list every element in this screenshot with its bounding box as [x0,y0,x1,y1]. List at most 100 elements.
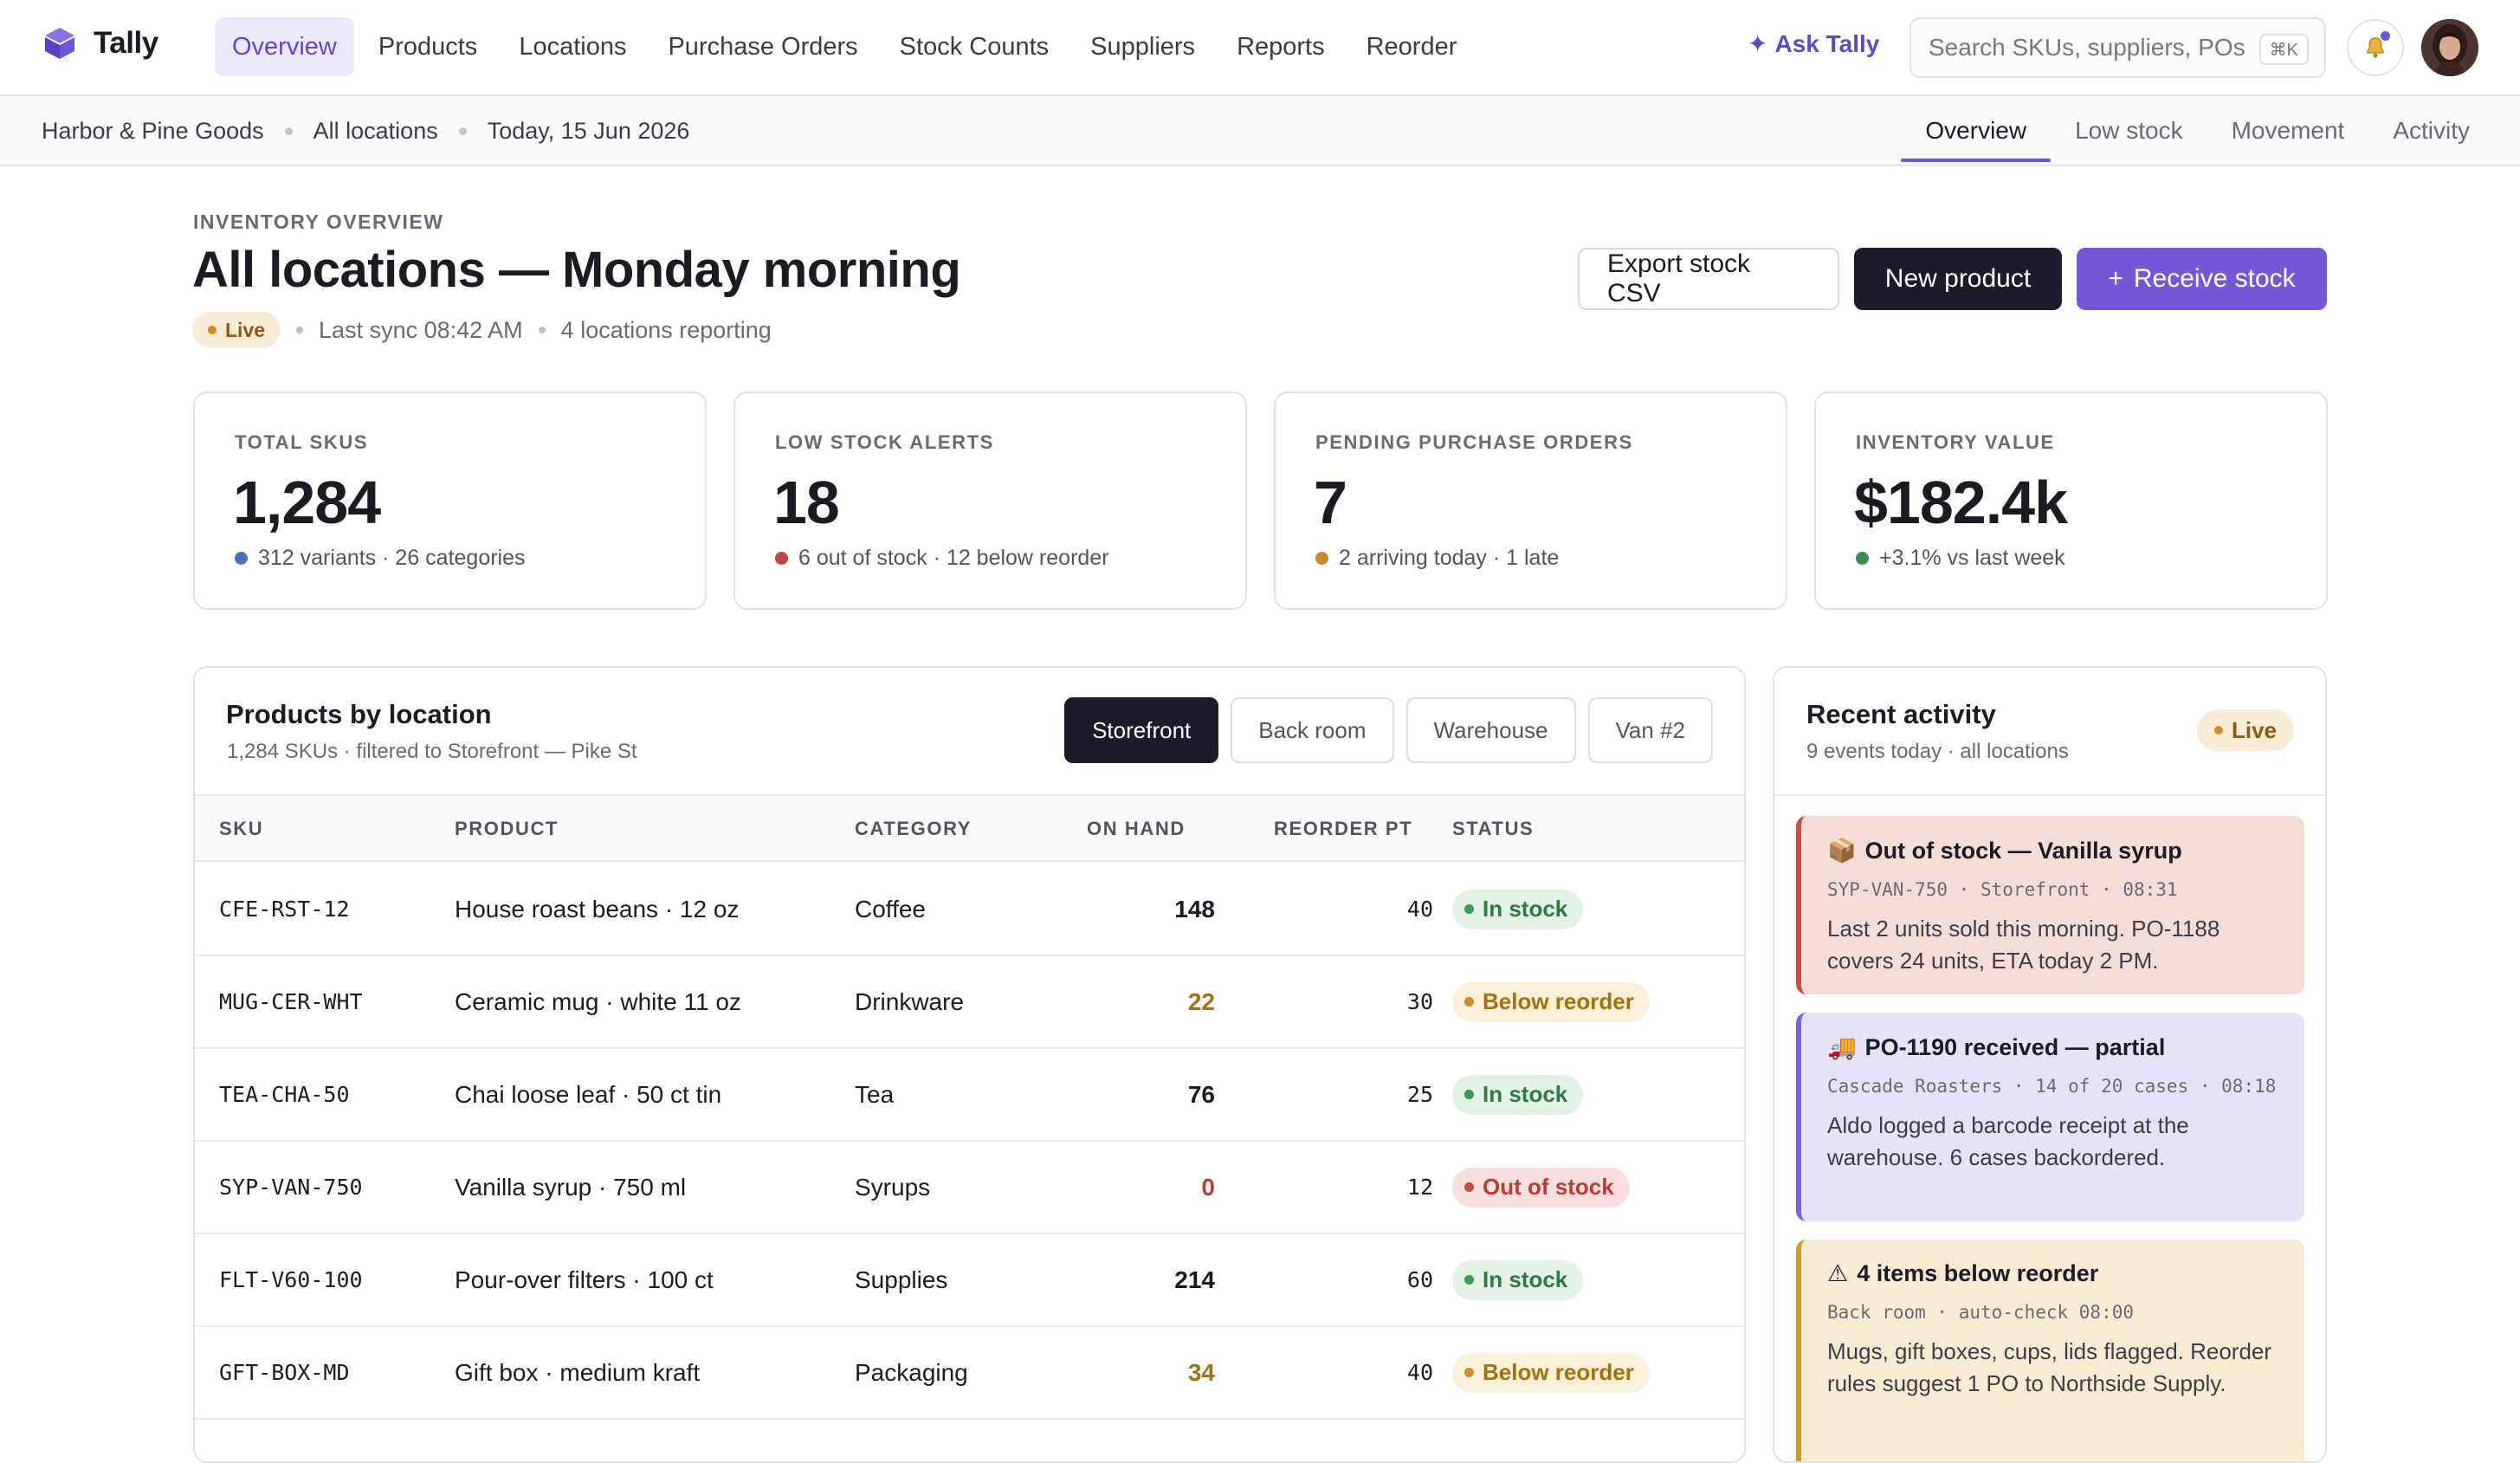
reorder-point-cell: 60 [1406,1267,1433,1292]
tab-overview[interactable]: Overview [1901,96,2051,165]
product-name-cell[interactable]: Ceramic mug · white 11 oz [455,987,741,1015]
last-sync-text: Last sync 08:42 AM [319,316,523,343]
search-shortcut-hint: ⌘K [2258,34,2309,65]
main-nav: Overview Products Locations Purchase Ord… [215,17,1474,76]
kpi-card-inventory-value[interactable]: INVENTORY VALUE $182.4k +3.1% vs last we… [1814,392,2328,610]
location-tab-storefront[interactable]: Storefront [1064,697,1219,763]
nav-stock-counts[interactable]: Stock Counts [899,32,1050,61]
page-meta: Live Last sync 08:42 AM 4 locations repo… [192,312,772,348]
user-avatar[interactable] [2421,19,2478,76]
location-tab-van-2[interactable]: Van #2 [1587,697,1713,763]
new-product-button[interactable]: New product [1854,248,2062,310]
kpi-status-dot [1315,552,1328,565]
activity-event[interactable]: 📦 Out of stock — Vanilla syrup SYP-VAN-7… [1796,816,2304,994]
location-tab-warehouse[interactable]: Warehouse [1405,697,1576,763]
category-cell: Syrups [855,1173,931,1201]
status-cell: Below reorder [1452,1327,1650,1418]
notifications-button[interactable] [2347,19,2404,76]
activity-subtitle: 9 events today · all locations [1806,740,2069,763]
status-cell: In stock [1452,864,1584,955]
table-row[interactable]: FLT-V60-100 Pour-over filters · 100 ct Sup… [195,1234,1744,1327]
ask-tally-button[interactable]: ✦ Ask Tally [1748,29,1879,58]
breadcrumb-separator [284,126,293,135]
table-row[interactable]: CFE-RST-12 House roast beans · 12 oz Coffe… [195,864,1744,956]
plus-icon: + [2108,264,2123,293]
sku-cell: FLT-V60-100 [219,1267,363,1292]
product-name-cell[interactable]: Chai loose leaf · 50 ct tin [455,1080,722,1108]
meta-separator [538,327,546,333]
sku-cell: SYP-VAN-750 [219,1175,363,1200]
event-meta: Back room · auto-check 08:00 [1827,1302,2135,1323]
live-label: Live [225,318,266,341]
status-badge: In stock [1452,1074,1584,1115]
event-title: 📦 Out of stock — Vanilla syrup [1827,837,2278,864]
event-body: Last 2 units sold this morning. PO-1188 … [1827,916,2220,974]
table-row[interactable] [195,1420,1744,1461]
table-row[interactable]: SYP-VAN-750 Vanilla syrup · 750 ml Syrups 0… [195,1142,1744,1234]
breadcrumb: Harbor & Pine Goods All locations Today,… [42,96,689,165]
sku-cell: CFE-RST-12 [219,897,350,922]
kpi-status-dot [235,552,248,565]
activity-event[interactable]: 🚚 PO-1190 received — partial Cascade Roa… [1796,1013,2304,1221]
table-row[interactable]: TEA-CHA-50 Chai loose leaf · 50 ct tin Tea… [195,1049,1744,1142]
recent-activity-panel: Recent activity 9 events today · all loc… [1773,666,2327,1463]
nav-overview[interactable]: Overview [215,17,354,76]
export-stock-csv-button[interactable]: Export stock CSV [1578,248,1839,310]
tab-movement[interactable]: Movement [2231,117,2345,144]
nav-locations[interactable]: Locations [519,32,627,61]
category-cell: Tea [855,1080,895,1108]
table-row[interactable]: GFT-BOX-MD Gift box · medium kraft Packagi… [195,1327,1744,1420]
column-header-status[interactable]: STATUS [1452,818,1535,839]
breadcrumb-location[interactable]: All locations [313,117,438,144]
nav-reorder[interactable]: Reorder [1366,32,1457,61]
column-header-on-hand[interactable]: ON HAND [1087,818,1186,839]
column-header-reorder-point[interactable]: REORDER PT [1274,818,1413,839]
nav-suppliers[interactable]: Suppliers [1090,32,1196,61]
nav-purchase-orders[interactable]: Purchase Orders [668,32,858,61]
product-name-cell[interactable]: Pour-over filters · 100 ct [455,1266,714,1293]
notification-dot [2381,31,2390,41]
tab-low-stock[interactable]: Low stock [2075,117,2183,144]
status-badge: Out of stock [1452,1167,1630,1207]
location-filter-tabs: Storefront Back room Warehouse Van #2 [1064,697,1713,763]
nav-products[interactable]: Products [378,32,478,61]
event-title: ⚠ 4 items below reorder [1827,1260,2278,1287]
kpi-card-pending-purchase-orders[interactable]: PENDING PURCHASE ORDERS 7 2 arriving tod… [1274,392,1787,610]
column-header-product[interactable]: PRODUCT [455,818,559,839]
kpi-card-total-skus[interactable]: TOTAL SKUS 1,284 312 variants · 26 categ… [193,392,707,610]
kpi-subtext: +3.1% vs last week [1856,546,2065,571]
reorder-point-cell: 40 [1406,1360,1433,1385]
product-name-cell[interactable]: Gift box · medium kraft [455,1358,701,1386]
search-input[interactable] [1929,34,2266,61]
locations-reporting-text: 4 locations reporting [560,316,772,343]
panel-title: Products by location [226,699,492,729]
kpi-label: INVENTORY VALUE [1856,431,2055,453]
kpi-label: TOTAL SKUS [235,431,369,453]
nav-reports[interactable]: Reports [1237,32,1325,61]
activity-title: Recent activity [1806,699,1996,729]
location-tab-back-room[interactable]: Back room [1231,697,1394,763]
status-dot [1464,1368,1474,1377]
tab-activity[interactable]: Activity [2393,117,2470,144]
ask-tally-label: Ask Tally [1774,29,1880,57]
product-name-cell[interactable]: Vanilla syrup · 750 ml [455,1173,687,1201]
receive-stock-button[interactable]: + Receive stock [2077,248,2327,310]
status-badge: Below reorder [1452,981,1650,1022]
sku-cell: TEA-CHA-50 [219,1082,350,1107]
status-dot [1464,997,1474,1007]
table-row[interactable]: MUG-CER-WHT Ceramic mug · white 11 oz Drin… [195,956,1744,1049]
kpi-card-low-stock-alerts[interactable]: LOW STOCK ALERTS 18 6 out of stock · 12 … [733,392,1247,610]
category-cell: Coffee [855,895,926,922]
app-logo[interactable]: Tally [43,26,158,61]
page-eyebrow: INVENTORY OVERVIEW [193,210,444,233]
column-header-category[interactable]: CATEGORY [855,818,972,839]
reorder-point-cell: 30 [1406,989,1433,1014]
activity-event[interactable]: ⚠ 4 items below reorder Back room · auto… [1796,1240,2304,1461]
search-box[interactable]: ⌘K [1909,17,2326,78]
column-header-sku[interactable]: SKU [219,818,264,839]
reorder-point-cell: 12 [1406,1175,1433,1200]
product-name-cell[interactable]: House roast beans · 12 oz [455,895,740,922]
divider [1774,794,2325,796]
breadcrumb-company[interactable]: Harbor & Pine Goods [42,117,264,144]
status-cell [1452,1444,1591,1461]
